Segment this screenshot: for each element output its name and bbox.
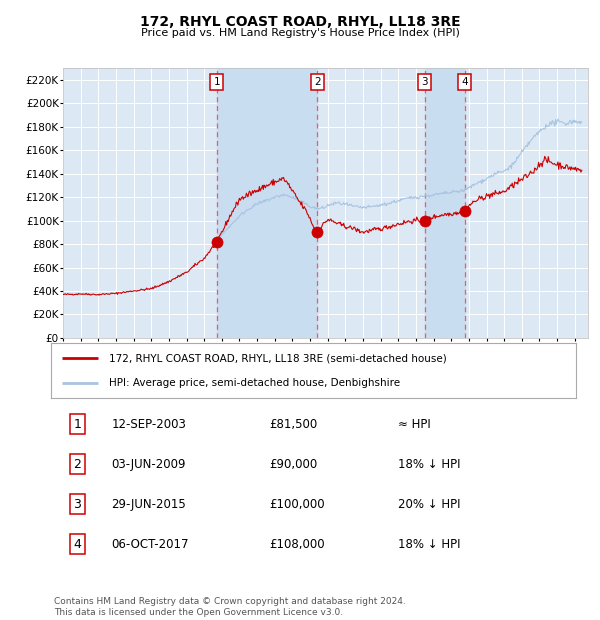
Text: 12-SEP-2003: 12-SEP-2003 (112, 418, 186, 431)
Text: 18% ↓ HPI: 18% ↓ HPI (398, 458, 460, 471)
Text: 18% ↓ HPI: 18% ↓ HPI (398, 538, 460, 551)
Text: 03-JUN-2009: 03-JUN-2009 (112, 458, 186, 471)
Text: Price paid vs. HM Land Registry's House Price Index (HPI): Price paid vs. HM Land Registry's House … (140, 28, 460, 38)
Text: ≈ HPI: ≈ HPI (398, 418, 430, 431)
Text: 4: 4 (73, 538, 81, 551)
Text: 2: 2 (73, 458, 81, 471)
Text: 3: 3 (421, 78, 428, 87)
Text: £90,000: £90,000 (269, 458, 317, 471)
Text: 172, RHYL COAST ROAD, RHYL, LL18 3RE: 172, RHYL COAST ROAD, RHYL, LL18 3RE (140, 16, 460, 30)
Text: HPI: Average price, semi-detached house, Denbighshire: HPI: Average price, semi-detached house,… (109, 378, 400, 388)
Text: Contains HM Land Registry data © Crown copyright and database right 2024.
This d: Contains HM Land Registry data © Crown c… (54, 598, 406, 617)
Bar (217, 68, 317, 338)
Text: 1: 1 (214, 78, 220, 87)
Text: 2: 2 (314, 78, 321, 87)
Text: 1: 1 (73, 418, 81, 431)
Text: 29-JUN-2015: 29-JUN-2015 (112, 498, 186, 511)
Text: £108,000: £108,000 (269, 538, 325, 551)
Text: 172, RHYL COAST ROAD, RHYL, LL18 3RE (semi-detached house): 172, RHYL COAST ROAD, RHYL, LL18 3RE (se… (109, 353, 446, 363)
Text: 20% ↓ HPI: 20% ↓ HPI (398, 498, 460, 511)
Bar (425, 68, 464, 338)
Text: 3: 3 (73, 498, 81, 511)
Text: £81,500: £81,500 (269, 418, 317, 431)
Text: £100,000: £100,000 (269, 498, 325, 511)
Text: 4: 4 (461, 78, 468, 87)
Text: 06-OCT-2017: 06-OCT-2017 (112, 538, 189, 551)
